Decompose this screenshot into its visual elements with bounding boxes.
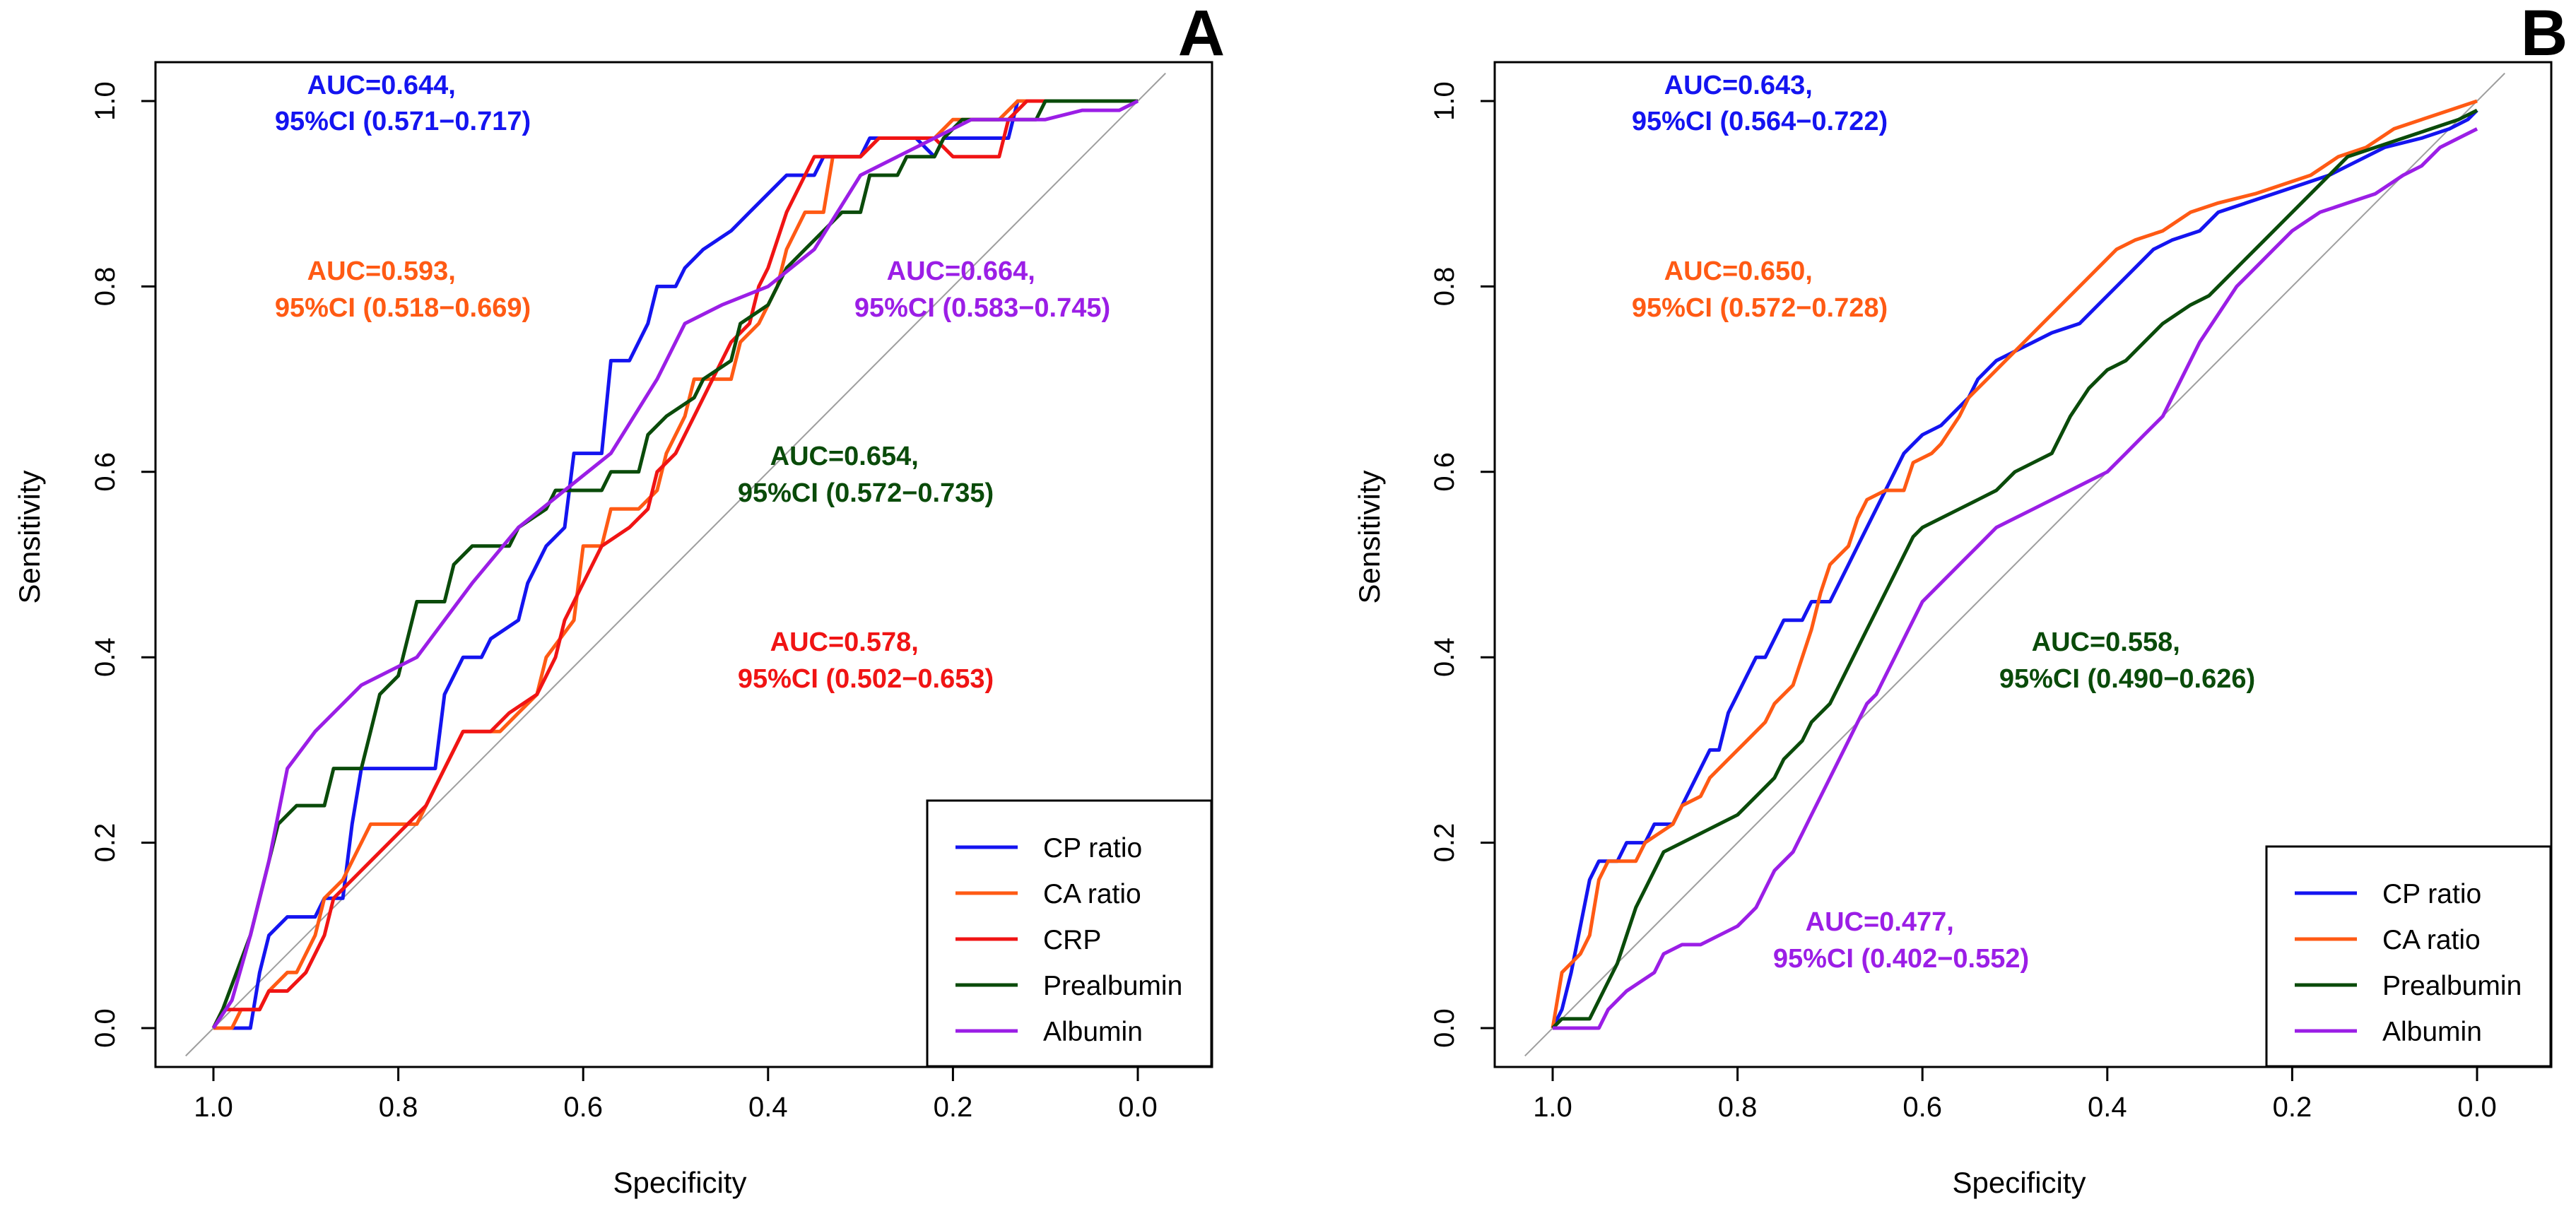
panel-a-series [211, 99, 1139, 1030]
panel-a-annotations: AUC=0.644, 95%CI (0.571−0.717) AUC=0.593… [275, 71, 1110, 694]
panel-a-y-tick-label-0: 0.0 [90, 1008, 121, 1048]
ci-value-cp-ratio-b: 95%CI (0.564−0.722) [1632, 107, 1888, 136]
panel-a-y-tick-label-5: 1.0 [90, 81, 121, 121]
panel-a-y-tick-label-2: 0.4 [90, 637, 121, 677]
panel-a-x-axis-title: Specificity [613, 1166, 746, 1199]
panel-a-x-tick-label-4: 0.2 [934, 1092, 973, 1123]
panel-b-x-tick-label-3: 0.4 [2088, 1092, 2127, 1123]
roc-curve-prealbumin-a [211, 99, 1138, 1030]
legend-label-cp-ratio-b: CP ratio [2382, 879, 2481, 909]
panel-a-x-tick-label-2: 0.6 [563, 1092, 603, 1123]
panel-b-y-tick-label-5: 1.0 [1429, 81, 1460, 121]
panel-a-x-tick-label-1: 0.8 [379, 1092, 418, 1123]
auc-annotation-crp-a: AUC=0.578, 95%CI (0.502−0.653) [738, 627, 994, 694]
auc-value-ca-ratio-b: AUC=0.650, [1664, 256, 1813, 286]
auc-value-albumin-b: AUC=0.477, [1806, 907, 1954, 937]
auc-annotation-prealbumin-a: AUC=0.654, 95%CI (0.572−0.735) [738, 442, 994, 508]
legend-label-albumin-a: Albumin [1043, 1017, 1143, 1047]
panel-b-x-axis-title: Specificity [1952, 1166, 2086, 1199]
legend-label-cp-ratio-a: CP ratio [1043, 833, 1142, 863]
panel-b-plot-frame [1493, 61, 2553, 1068]
legend-label-prealbumin-b: Prealbumin [2382, 971, 2522, 1001]
panel-b-x-tick-label-4: 0.2 [2273, 1092, 2312, 1123]
auc-annotation-cp-ratio-b: AUC=0.643, 95%CI (0.564−0.722) [1632, 71, 1888, 136]
legend-entry-ca-ratio-a: CA ratio [955, 879, 1141, 909]
legend-entry-crp-a: CRP [955, 925, 1101, 955]
ci-value-albumin-a: 95%CI (0.583−0.745) [854, 293, 1110, 323]
auc-annotation-albumin-a: AUC=0.664, 95%CI (0.583−0.745) [854, 256, 1110, 323]
panel-b-axis-ticks: 1.0 0.8 0.6 0.4 0.2 0.0 0.0 0.2 0.4 0.6 0.8 1.0 [1429, 81, 2497, 1123]
panel-a-legend-box [926, 799, 1213, 1068]
legend-label-ca-ratio-b: CA ratio [2382, 925, 2481, 955]
roc-curve-crp-a [211, 99, 1138, 1030]
legend-entry-prealbumin-a: Prealbumin [955, 971, 1182, 1001]
ci-value-prealbumin-b: 95%CI (0.490−0.626) [1999, 664, 2255, 694]
panel-b-annotations: AUC=0.643, 95%CI (0.564−0.722) AUC=0.650… [1632, 71, 2255, 974]
legend-label-ca-ratio-a: CA ratio [1043, 879, 1141, 909]
legend-label-albumin-b: Albumin [2382, 1017, 2482, 1047]
auc-value-ca-ratio-a: AUC=0.593, [307, 256, 456, 286]
roc-curve-albumin-a [211, 99, 1139, 1030]
panel-b-series [1551, 99, 2478, 1030]
panel-a-axis-ticks: 1.0 0.8 0.6 0.4 0.2 0.0 0.0 0.2 0.4 0.6 0.8 1.0 [90, 81, 1158, 1123]
panel-b-x-tick-label-5: 0.0 [2457, 1092, 2497, 1123]
panel-a-letter: A [1178, 0, 1225, 69]
panel-a-y-tick-label-4: 0.8 [90, 267, 121, 307]
auc-annotation-ca-ratio-b: AUC=0.650, 95%CI (0.572−0.728) [1632, 256, 1888, 323]
auc-value-crp-a: AUC=0.578, [770, 627, 919, 657]
auc-value-albumin-a: AUC=0.664, [887, 256, 1035, 286]
panel-a-plot-frame [154, 61, 1213, 1068]
auc-value-cp-ratio-b: AUC=0.643, [1664, 71, 1813, 100]
legend-label-crp-a: CRP [1043, 925, 1101, 955]
legend-entry-prealbumin-b: Prealbumin [2295, 971, 2522, 1001]
ci-value-cp-ratio-a: 95%CI (0.571−0.717) [275, 107, 531, 136]
panel-a-x-tick-label-3: 0.4 [748, 1092, 788, 1123]
ci-value-ca-ratio-b: 95%CI (0.572−0.728) [1632, 293, 1888, 323]
panel-b-y-tick-label-2: 0.4 [1429, 637, 1460, 677]
ci-value-prealbumin-a: 95%CI (0.572−0.735) [738, 478, 994, 508]
legend-entry-ca-ratio-b: CA ratio [2295, 925, 2481, 955]
panel-a-y-axis-title: Sensitivity [13, 470, 46, 603]
roc-curve-albumin-b [1553, 127, 2478, 1030]
panel-b-y-tick-label-3: 0.6 [1429, 452, 1460, 492]
auc-annotation-ca-ratio-a: AUC=0.593, 95%CI (0.518−0.669) [275, 256, 531, 323]
legend-entry-albumin-a: Albumin [955, 1017, 1143, 1047]
auc-annotation-cp-ratio-a: AUC=0.644, 95%CI (0.571−0.717) [275, 71, 531, 136]
ci-value-ca-ratio-a: 95%CI (0.518−0.669) [275, 293, 531, 323]
auc-annotation-albumin-b: AUC=0.477, 95%CI (0.402−0.552) [1773, 907, 2029, 974]
panel-b-diagonal-reference [1524, 72, 2505, 1057]
panel-b-x-tick-label-1: 0.8 [1718, 1092, 1758, 1123]
panel-a-legend: CP ratio CA ratio CRP Prealbumin Albumin [926, 799, 1213, 1068]
panel-b-y-tick-label-0: 0.0 [1429, 1008, 1460, 1048]
ci-value-crp-a: 95%CI (0.502−0.653) [738, 664, 994, 694]
legend-entry-cp-ratio-b: CP ratio [2295, 879, 2481, 909]
panel-a-diagonal-reference [185, 72, 1166, 1057]
auc-value-cp-ratio-a: AUC=0.644, [307, 71, 456, 100]
roc-curve-ca-ratio-b [1551, 99, 2478, 1029]
auc-annotation-prealbumin-b: AUC=0.558, 95%CI (0.490−0.626) [1999, 627, 2255, 694]
panel-b-legend: CP ratio CA ratio Prealbumin Albumin [2265, 845, 2552, 1068]
legend-entry-albumin-b: Albumin [2295, 1017, 2482, 1047]
legend-entry-cp-ratio-a: CP ratio [955, 833, 1142, 863]
panel-a-y-tick-label-3: 0.6 [90, 452, 121, 492]
panel-b-x-tick-label-2: 0.6 [1902, 1092, 1942, 1123]
panel-b-y-tick-label-1: 0.2 [1429, 823, 1460, 863]
auc-value-prealbumin-a: AUC=0.654, [770, 442, 919, 471]
panel-a-y-tick-label-1: 0.2 [90, 823, 121, 863]
ci-value-albumin-b: 95%CI (0.402−0.552) [1773, 944, 2029, 974]
legend-label-prealbumin-a: Prealbumin [1043, 971, 1182, 1001]
panel-b-letter: B [2521, 0, 2568, 69]
panel-b-x-tick-label-0: 1.0 [1533, 1092, 1572, 1123]
panel-a: 1.0 0.8 0.6 0.4 0.2 0.0 0.0 0.2 0.4 0.6 0.8 1.0 Spe… [13, 0, 1225, 1199]
auc-value-prealbumin-b: AUC=0.558, [2032, 627, 2180, 657]
roc-curve-prealbumin-b [1551, 108, 2478, 1030]
panel-b: 1.0 0.8 0.6 0.4 0.2 0.0 0.0 0.2 0.4 0.6 0.8 1.0 Spe… [1353, 0, 2568, 1199]
panel-a-x-tick-label-5: 0.0 [1118, 1092, 1158, 1123]
panel-a-x-tick-label-0: 1.0 [194, 1092, 233, 1123]
panel-b-y-axis-title: Sensitivity [1353, 470, 1386, 603]
panel-b-y-tick-label-4: 0.8 [1429, 267, 1460, 307]
